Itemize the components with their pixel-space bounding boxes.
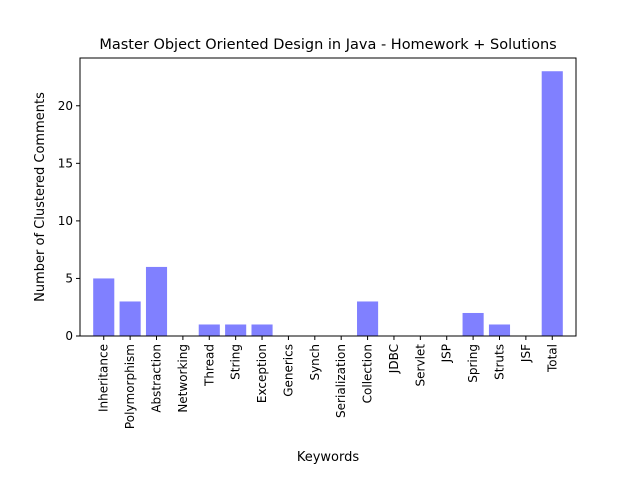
x-tick-label: Total <box>545 344 559 373</box>
chart-title: Master Object Oriented Design in Java - … <box>99 37 556 53</box>
bars <box>93 71 563 336</box>
bar-spring <box>462 312 484 336</box>
y-tick-label: 10 <box>58 214 73 228</box>
x-axis: Inheritance Polymorphism Abstraction Networ… <box>97 336 559 429</box>
x-tick-label: Inheritance <box>97 344 111 412</box>
x-tick-label: Struts <box>492 344 506 380</box>
bar-struts <box>488 324 511 336</box>
x-tick-label: Abstraction <box>150 344 164 413</box>
x-tick-label: Collection <box>361 344 375 403</box>
y-tick-label: 5 <box>65 271 73 285</box>
x-tick-label: Exception <box>255 344 269 403</box>
x-axis-label: Keywords <box>297 450 360 465</box>
x-tick-label: Spring <box>466 344 480 383</box>
x-tick-label: Servlet <box>413 344 427 387</box>
x-tick-label: Serialization <box>334 344 348 418</box>
bar-exception <box>251 324 273 336</box>
x-tick-label: Thread <box>202 344 216 387</box>
y-tick-label: 20 <box>58 99 73 113</box>
bar-inheritance <box>93 278 115 336</box>
bar-collection <box>357 301 379 336</box>
bar-thread <box>198 324 220 336</box>
x-tick-label: JDBC <box>387 344 401 374</box>
x-tick-label: JSP <box>440 344 454 363</box>
bar-string <box>225 324 247 336</box>
y-tick-label: 15 <box>58 156 73 170</box>
bar-abstraction <box>145 266 168 336</box>
plot-frame <box>79 57 577 337</box>
y-axis-label: Number of Clustered Comments <box>33 92 48 302</box>
y-axis: 0 5 10 15 20 <box>58 99 80 343</box>
x-tick-label: Synch <box>308 344 322 381</box>
bar-total <box>541 71 563 336</box>
y-tick-label: 0 <box>65 329 73 343</box>
x-tick-label: Polymorphism <box>123 344 137 429</box>
x-tick-label: Generics <box>281 344 295 397</box>
x-tick-label: Networking <box>176 344 190 413</box>
x-tick-label: JSF <box>519 344 533 363</box>
x-tick-label: String <box>229 344 243 380</box>
bar-polymorphism <box>119 301 141 336</box>
